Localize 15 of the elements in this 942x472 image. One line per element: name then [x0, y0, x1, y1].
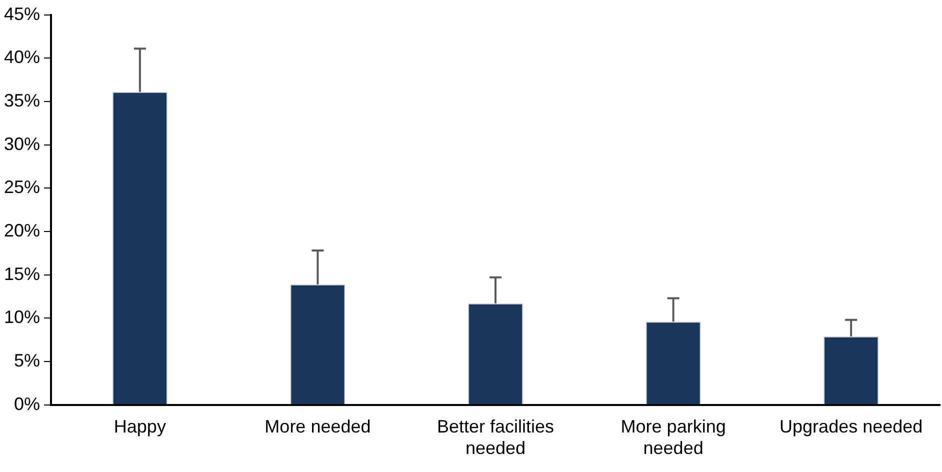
y-tick-label: 35% [4, 90, 40, 110]
y-tick-label: 15% [4, 264, 40, 284]
x-tick-label: More needed [264, 416, 371, 437]
y-tick-label: 20% [4, 220, 40, 240]
y-tick-label: 40% [4, 47, 40, 68]
x-tick-label: Upgrades needed [780, 416, 923, 437]
y-tick-label: 10% [4, 307, 40, 328]
y-tick-label: 25% [4, 177, 40, 198]
x-tick-label: More parking needed [620, 416, 726, 458]
y-tick-label: 45% [4, 4, 40, 24]
y-tick-label: 30% [4, 134, 40, 154]
y-tick-label: 0% [14, 394, 40, 414]
x-tick-label: Happy [114, 416, 166, 437]
y-tick-label: 5% [14, 350, 40, 370]
x-tick-label: Better facilities needed [436, 416, 554, 458]
